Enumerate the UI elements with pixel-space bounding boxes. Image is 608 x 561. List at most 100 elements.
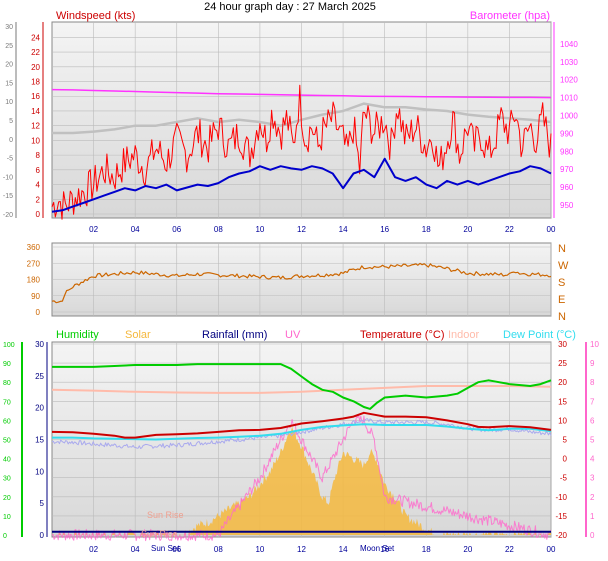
temp-x-tick-18: 18: [422, 545, 431, 554]
baro-tick-980: 980: [560, 147, 574, 156]
wind-tick-2: 2: [36, 195, 41, 204]
wind-x-tick-22: 22: [505, 225, 514, 234]
windspeed-line: [51, 84, 552, 220]
annotation-moon-set: Moon Set: [360, 544, 395, 553]
rain-tick-10: 10: [35, 467, 44, 476]
uv-tick-8: 8: [590, 378, 595, 387]
uv-tick-9: 9: [590, 359, 595, 368]
wind-outer-tick--15: -15: [3, 193, 13, 200]
humidity-tick-80: 80: [3, 380, 11, 387]
uv-line: [51, 415, 552, 542]
temp-x-tick-16: 16: [380, 545, 389, 554]
wind-outer-tick--5: -5: [7, 156, 13, 163]
wind-tick-10: 10: [31, 136, 40, 145]
rain-tick-25: 25: [35, 372, 44, 381]
rain-tick-20: 20: [35, 404, 44, 413]
legend-1: Solar: [125, 329, 151, 341]
wind-tick-24: 24: [31, 33, 40, 42]
wind-outer-tick-5: 5: [9, 118, 13, 125]
wind-tick-4: 4: [36, 181, 41, 190]
wind-x-tick-10: 10: [255, 225, 264, 234]
rain-tick-5: 5: [40, 499, 45, 508]
wind-axis-label: Windspeed (kts): [56, 10, 135, 22]
direction-compass-0: N: [558, 243, 566, 255]
avg-windspeed-line: [51, 157, 552, 213]
humidity-tick-50: 50: [3, 438, 11, 445]
wind-x-tick-08: 08: [214, 225, 223, 234]
baro-tick-960: 960: [560, 183, 574, 192]
baro-tick-1030: 1030: [560, 58, 578, 67]
temp-x-tick-00: 00: [547, 545, 556, 554]
annotation-moon-rise: Sun Rise: [141, 529, 178, 539]
wind-x-tick-16: 16: [380, 225, 389, 234]
temp-x-tick-10: 10: [255, 545, 264, 554]
temp-x-tick-08: 08: [214, 545, 223, 554]
uv-tick-10: 10: [590, 340, 599, 349]
temp-tick--10: -10: [555, 493, 567, 502]
rain-tick-30: 30: [35, 340, 44, 349]
baro-tick-990: 990: [560, 129, 574, 138]
temp-tick--15: -15: [555, 512, 567, 521]
legend-2: Rainfall (mm): [202, 329, 267, 341]
indoor-line: [51, 385, 552, 394]
wind-x-tick-06: 06: [172, 225, 181, 234]
wind-tick-12: 12: [31, 122, 40, 131]
wind-outer-tick-0: 0: [9, 137, 13, 144]
temp-tick-15: 15: [558, 397, 567, 406]
direction-tick-180: 180: [27, 276, 41, 285]
uv-tick-7: 7: [590, 397, 595, 406]
uv-tick-2: 2: [590, 493, 595, 502]
humidity-tick-90: 90: [3, 361, 11, 368]
rain-tick-15: 15: [35, 436, 44, 445]
direction-compass-4: N: [558, 311, 566, 323]
temp-tick--5: -5: [560, 474, 568, 483]
humidity-tick-40: 40: [3, 457, 11, 464]
wind-tick-8: 8: [36, 151, 41, 160]
wind-x-tick-04: 04: [131, 225, 140, 234]
wind-tick-0: 0: [36, 210, 41, 219]
wind-tick-20: 20: [31, 63, 40, 72]
wind-outer-tick-30: 30: [5, 24, 13, 31]
wind-x-tick-00: 00: [547, 225, 556, 234]
temp-tick-0: 0: [563, 455, 568, 464]
dewpoint-line: [52, 423, 552, 441]
temp-tick-20: 20: [558, 378, 567, 387]
solar-area: [52, 426, 551, 535]
temp-x-tick-02: 02: [89, 545, 98, 554]
wind-tick-22: 22: [31, 48, 40, 57]
wind-outer-tick--10: -10: [3, 174, 13, 181]
humidity-tick-0: 0: [3, 533, 7, 540]
baro-tick-1020: 1020: [560, 76, 578, 85]
wind-tick-6: 6: [36, 166, 41, 175]
uv-tick-6: 6: [590, 416, 595, 425]
uv-tick-1: 1: [590, 512, 595, 521]
humidity-tick-70: 70: [3, 399, 11, 406]
temp-tick-5: 5: [563, 436, 568, 445]
wind-outer-tick-10: 10: [5, 99, 13, 106]
temp-x-tick-20: 20: [463, 545, 472, 554]
legend-4: Temperature (°C): [360, 329, 444, 341]
legend-6: Dew Point (°C): [503, 329, 576, 341]
barometer-line: [51, 88, 552, 99]
temp-tick-30: 30: [558, 340, 567, 349]
wind-x-tick-12: 12: [297, 225, 306, 234]
graph-title: 24 hour graph day : 27 March 2025: [204, 1, 376, 13]
direction-tick-90: 90: [31, 292, 40, 301]
temp-x-tick-12: 12: [297, 545, 306, 554]
humidity-tick-20: 20: [3, 495, 11, 502]
wind-outer-tick-25: 25: [5, 43, 13, 50]
wind-tick-16: 16: [31, 92, 40, 101]
direction-compass-3: E: [558, 294, 565, 306]
baro-tick-1010: 1010: [560, 94, 578, 103]
legend-0: Humidity: [56, 329, 99, 341]
uv-tick-5: 5: [590, 436, 595, 445]
wind-outer-tick-15: 15: [5, 80, 13, 87]
wind-x-tick-02: 02: [89, 225, 98, 234]
temp-x-tick-06: 06: [172, 545, 181, 554]
temperature-line: [51, 411, 552, 439]
baro-tick-950: 950: [560, 201, 574, 210]
legend-3: UV: [285, 329, 301, 341]
direction-tick-270: 270: [27, 259, 41, 268]
